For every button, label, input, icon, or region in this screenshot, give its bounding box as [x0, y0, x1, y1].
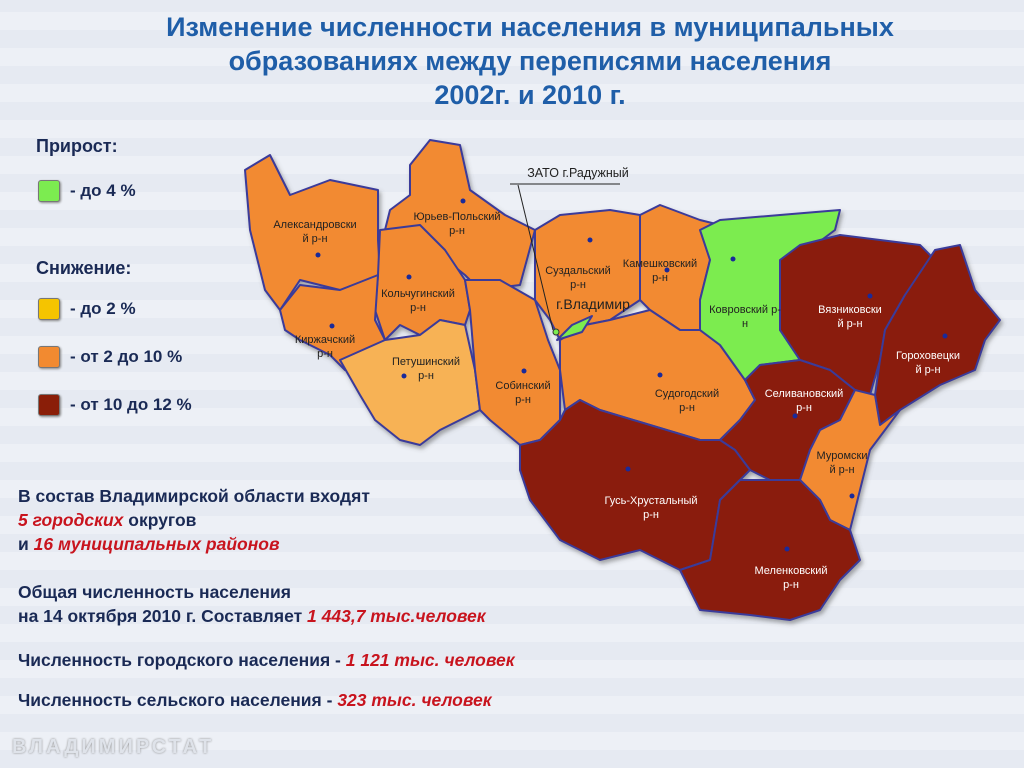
legend-swatch	[38, 298, 60, 320]
label-text: Камешковский р-н	[622, 258, 698, 284]
info-text: и 16 муниципальных районов	[18, 532, 370, 556]
center-dot	[460, 198, 466, 204]
center-dot	[784, 546, 790, 552]
district-petushinsky[interactable]	[339, 319, 481, 446]
legend-item: - от 10 до 12 %	[38, 394, 192, 416]
info-text-part: округов	[123, 510, 197, 530]
label-text: Кольчугинский р-н	[381, 288, 455, 314]
highlight: 1 121 тыс. человек	[345, 650, 515, 670]
info-text: Общая численность населения	[18, 582, 291, 602]
highlight: 1 443,7 тыс.человек	[307, 606, 486, 626]
title-line: образованиях между переписями населения	[228, 46, 832, 76]
legend-item: - от 2 до 10 %	[38, 346, 182, 368]
center-dot	[587, 237, 593, 243]
info-text: В состав Владимирской области входят	[18, 486, 370, 506]
center-dot	[849, 493, 855, 499]
label-text: Селивановский р-н	[764, 388, 844, 414]
info-composition: В состав Владимирской области входят 5 г…	[18, 484, 370, 556]
highlight: 5 городских	[18, 510, 124, 530]
info-text-part: Численность сельского населения -	[18, 690, 338, 710]
legend-item: - до 2 %	[38, 298, 136, 320]
district-label: Меленковский р-н	[754, 564, 827, 592]
label-text: Гороховецки й р-н	[895, 350, 961, 376]
label-text: Киржачский р-н	[294, 334, 356, 360]
district-label: Гусь-Хрустальный р-н	[604, 494, 697, 522]
district-label: Ковровский р- н	[709, 303, 781, 331]
center-dot	[657, 372, 663, 378]
center-dot	[867, 293, 873, 299]
center-dot	[664, 267, 670, 273]
center-dot	[942, 333, 948, 339]
label-text: Суздальский р-н	[545, 265, 611, 291]
center-dot	[401, 373, 407, 379]
label-text: Петушинский р-н	[392, 356, 460, 382]
page-title: Изменение численности населения в муници…	[60, 10, 1000, 112]
legend-swatch	[38, 180, 60, 202]
label-text: Меленковский р-н	[754, 565, 828, 591]
title-line: Изменение численности населения в муници…	[166, 12, 894, 42]
district-label: Киржачский р-н	[295, 333, 355, 361]
label-text: Муромски й р-н	[816, 450, 868, 476]
legend-label: - от 10 до 12 %	[70, 395, 192, 414]
label-text: Александровски й р-н	[273, 219, 357, 245]
district-label: Вязниковски й р-н	[818, 303, 882, 331]
label-text: Собинский р-н	[495, 380, 551, 406]
district-melenkovsky[interactable]	[679, 479, 861, 621]
zato-label: ЗАТО г.Радужный	[527, 166, 629, 180]
district-label: Собинский р-н	[495, 379, 550, 407]
district-gorokhovetsky[interactable]	[874, 244, 1001, 426]
zato-leader-line	[517, 184, 554, 331]
info-urban: Численность городского населения - 1 121…	[18, 648, 515, 672]
district-label: Гороховецки й р-н	[896, 349, 960, 377]
district-label: Муромски й р-н	[817, 449, 868, 477]
info-text-part: Численность городского населения -	[18, 650, 346, 670]
vladimir-city[interactable]	[556, 315, 593, 341]
legend-decline-heading: Снижение:	[36, 258, 132, 278]
info-population: Общая численность населения на 14 октябр…	[18, 580, 486, 628]
district-label: Петушинский р-н	[392, 355, 460, 383]
district-label: Александровски й р-н	[273, 218, 356, 246]
center-dot	[329, 323, 335, 329]
center-dot	[792, 413, 798, 419]
center-dot	[625, 466, 631, 472]
district-label: Суздальский р-н	[545, 264, 611, 292]
district-label: Кольчугинский р-н	[381, 287, 455, 315]
label-text: Гусь-Хрустальный р-н	[604, 495, 698, 521]
info-text-part: и	[18, 534, 34, 554]
label-text: Судогодский р-н	[654, 388, 720, 414]
highlight: 16 муниципальных районов	[33, 534, 280, 554]
legend-label: - до 4 %	[70, 181, 136, 200]
center-dot	[521, 368, 527, 374]
zato-marker	[552, 328, 560, 336]
district-gus-khrustalny[interactable]	[519, 399, 751, 571]
district-label: Селивановский р-н	[765, 387, 844, 415]
info-text: на 14 октября 2010 г. Составляет 1 443,7…	[18, 604, 486, 628]
legend-item: - до 4 %	[38, 180, 136, 202]
legend-label: - до 2 %	[70, 299, 136, 318]
footer-logo: ВЛАДИМИРСТАТ	[12, 736, 215, 758]
district-suzdalsky[interactable]	[534, 209, 641, 341]
city-label: г.Владимир	[556, 296, 630, 312]
district-label: Судогодский р-н	[655, 387, 719, 415]
label-text: Юрьев-Польский р-н	[413, 211, 501, 237]
legend-growth-heading: Прирост:	[36, 136, 118, 156]
district-centers	[315, 198, 948, 552]
legend-swatch	[38, 346, 60, 368]
district-label: Юрьев-Польский р-н	[413, 210, 500, 238]
title-line: 2002г. и 2010 г.	[434, 80, 626, 110]
center-dot	[406, 274, 412, 280]
info-text-part: на 14 октября 2010 г. Составляет	[18, 606, 308, 626]
district-label: Камешковский р-н	[623, 257, 697, 285]
label-text: Вязниковски й р-н	[818, 304, 882, 330]
legend-label: - от 2 до 10 %	[70, 347, 183, 366]
center-dot	[730, 256, 736, 262]
info-text: 5 городских округов	[18, 508, 370, 532]
center-dot	[315, 252, 321, 258]
label-text: Ковровский р- н	[709, 304, 781, 330]
highlight: 323 тыс. человек	[337, 690, 492, 710]
legend-swatch	[38, 394, 60, 416]
info-rural: Численность сельского населения - 323 ты…	[18, 688, 492, 712]
